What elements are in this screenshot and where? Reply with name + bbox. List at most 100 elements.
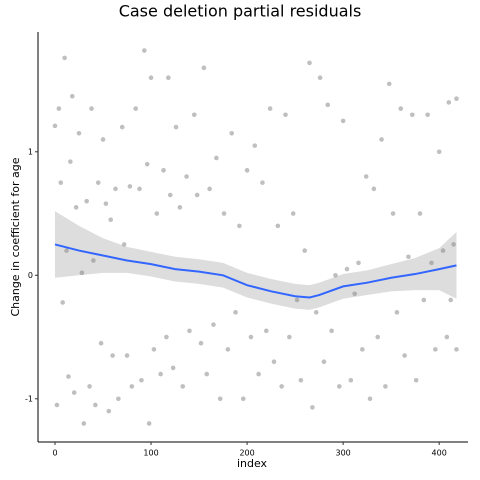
y-tick-label: -1 (25, 394, 33, 403)
point (352, 291, 357, 297)
point (211, 322, 216, 327)
point (164, 334, 169, 340)
point (54, 402, 60, 408)
point (264, 328, 269, 334)
point (398, 106, 404, 111)
point (161, 168, 166, 173)
point (271, 359, 277, 365)
point (69, 93, 75, 99)
point (100, 137, 106, 142)
point (290, 211, 296, 216)
point (348, 377, 354, 383)
point (119, 124, 125, 130)
point (187, 328, 192, 334)
point (184, 174, 189, 179)
point (139, 377, 144, 383)
point (93, 402, 98, 408)
point (79, 270, 85, 276)
point (233, 310, 238, 315)
x-tick-label: 0 (52, 449, 57, 458)
point (124, 353, 130, 358)
point (267, 106, 273, 111)
point (413, 377, 419, 383)
point (133, 106, 138, 111)
point (167, 192, 173, 198)
point (444, 334, 450, 340)
x-tick-label: 300 (335, 449, 350, 458)
point (221, 211, 227, 216)
point (173, 124, 179, 130)
point (207, 186, 212, 192)
point (113, 186, 118, 192)
point (52, 123, 58, 129)
point (287, 334, 292, 340)
point (310, 405, 315, 410)
point (158, 371, 163, 377)
point (275, 223, 281, 229)
point (68, 159, 73, 164)
point (191, 112, 197, 118)
point (307, 60, 312, 66)
x-tick-label: 200 (239, 449, 254, 458)
point (454, 96, 459, 101)
point (144, 161, 150, 167)
point (360, 347, 365, 352)
point (116, 396, 121, 402)
point (148, 75, 154, 80)
point (177, 205, 183, 210)
point (371, 186, 377, 192)
point (440, 248, 446, 253)
point (454, 347, 459, 352)
point (66, 374, 71, 379)
y-tick-label: 1 (28, 147, 33, 156)
point (87, 384, 92, 389)
fit-line (54, 243, 457, 299)
point (317, 75, 323, 80)
point (204, 371, 210, 377)
point (321, 359, 327, 365)
point (240, 396, 246, 402)
point (298, 377, 304, 383)
point (429, 260, 434, 266)
point (313, 310, 319, 315)
point (406, 254, 411, 260)
point (237, 223, 242, 229)
point (244, 168, 250, 173)
point (433, 347, 438, 352)
chart-title: Case deletion partial residuals (119, 2, 362, 21)
point (56, 106, 62, 111)
point (60, 300, 65, 305)
point (383, 384, 388, 389)
point (379, 137, 384, 142)
point (425, 112, 430, 118)
point (394, 310, 400, 315)
point (58, 180, 64, 185)
point (402, 353, 407, 358)
point (110, 353, 115, 358)
point (64, 248, 69, 253)
point (76, 130, 82, 136)
point (417, 211, 423, 216)
x-tick-label: 400 (432, 449, 447, 458)
point (129, 384, 135, 389)
point (448, 297, 454, 303)
point (451, 242, 456, 247)
point (98, 340, 104, 346)
point (180, 384, 186, 389)
point (106, 408, 112, 414)
point (340, 118, 346, 124)
point (194, 192, 200, 198)
point (279, 384, 284, 389)
point (363, 174, 369, 179)
point (84, 198, 89, 204)
point (71, 390, 77, 395)
point (260, 180, 265, 185)
point (329, 328, 334, 334)
point (294, 297, 300, 303)
x-axis-label: index (237, 457, 268, 470)
point (356, 260, 361, 266)
y-axis-label: Change in coefficient for age (9, 157, 22, 316)
point (446, 100, 452, 105)
point (91, 258, 96, 263)
